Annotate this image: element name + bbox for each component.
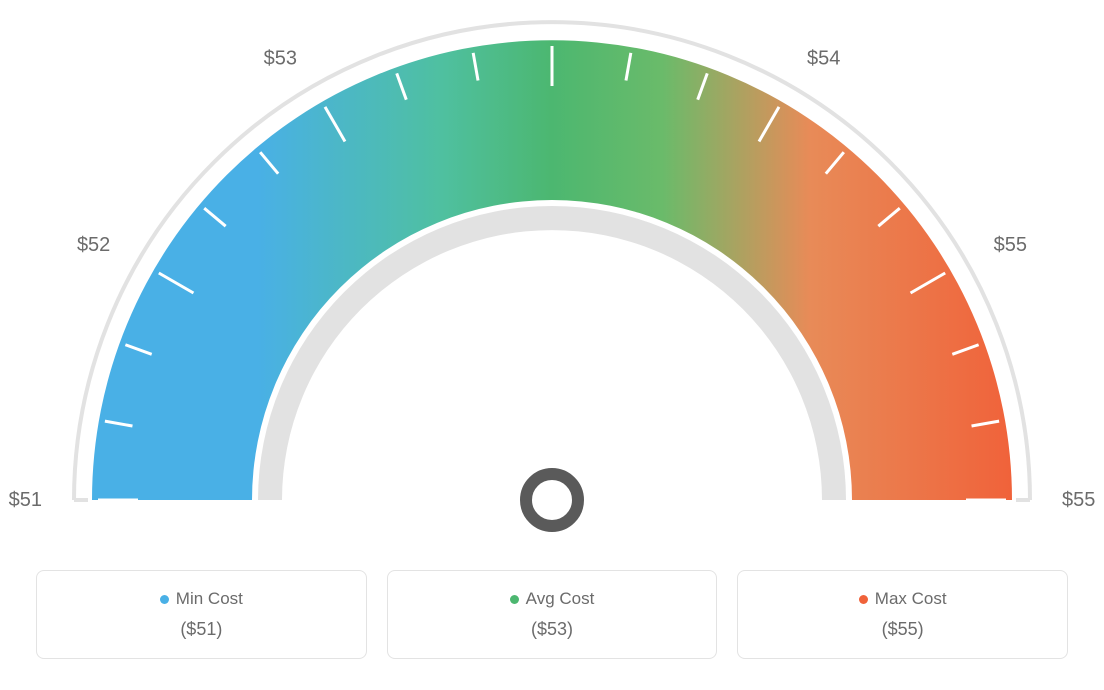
dot-icon xyxy=(510,595,519,604)
legend-row: Min Cost ($51) Avg Cost ($53) Max Cost (… xyxy=(0,570,1104,659)
svg-text:$51: $51 xyxy=(9,489,42,511)
legend-label-avg: Avg Cost xyxy=(388,589,717,609)
legend-label-text: Min Cost xyxy=(176,589,243,608)
legend-label-max: Max Cost xyxy=(738,589,1067,609)
dot-icon xyxy=(859,595,868,604)
legend-value-min: ($51) xyxy=(37,619,366,640)
legend-card-avg: Avg Cost ($53) xyxy=(387,570,718,659)
svg-text:$53: $53 xyxy=(264,47,297,69)
svg-text:$55: $55 xyxy=(1062,489,1095,511)
legend-card-min: Min Cost ($51) xyxy=(36,570,367,659)
svg-text:$52: $52 xyxy=(77,234,110,256)
legend-card-max: Max Cost ($55) xyxy=(737,570,1068,659)
dot-icon xyxy=(160,595,169,604)
svg-text:$54: $54 xyxy=(807,47,840,69)
svg-text:$53: $53 xyxy=(535,0,568,1)
legend-label-text: Avg Cost xyxy=(526,589,595,608)
gauge-chart: $51 $52 $53 $53 $54 $55 $55 xyxy=(0,0,1104,560)
legend-label-min: Min Cost xyxy=(37,589,366,609)
gauge-svg: $51 $52 $53 $53 $54 $55 $55 xyxy=(0,0,1104,560)
legend-value-avg: ($53) xyxy=(388,619,717,640)
legend-label-text: Max Cost xyxy=(875,589,947,608)
legend-value-max: ($55) xyxy=(738,619,1067,640)
svg-text:$55: $55 xyxy=(994,234,1027,256)
